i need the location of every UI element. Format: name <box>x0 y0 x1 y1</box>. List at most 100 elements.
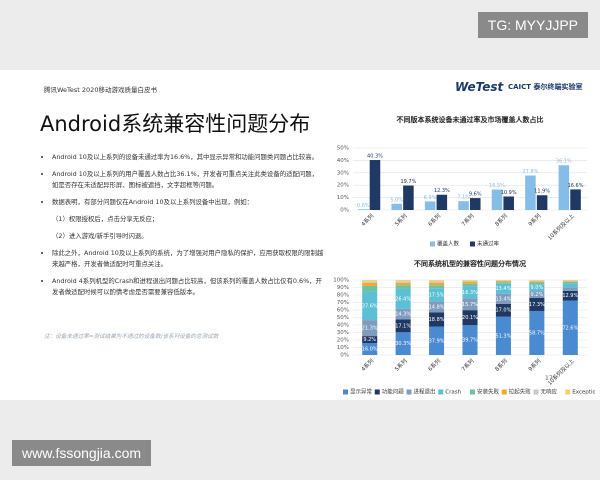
legend-swatch <box>438 389 444 395</box>
data-label: 17.1% <box>395 323 411 329</box>
bar-segment <box>529 281 545 283</box>
y-tick-label: 70% <box>337 300 349 306</box>
bar-segment <box>495 281 511 283</box>
y-tick-label: 10% <box>337 345 349 351</box>
bar-segment <box>362 280 378 282</box>
bar-segment <box>362 281 378 283</box>
bar-segment <box>429 280 445 282</box>
y-tick-label: 20% <box>337 338 349 344</box>
y-tick-label: 90% <box>337 285 349 291</box>
data-label: 14.8% <box>429 304 445 310</box>
header-text: 腾讯WeTest 2020移动游戏质量白皮书 <box>44 86 157 94</box>
bar-segment <box>562 281 578 282</box>
bar-segment <box>429 281 445 283</box>
bar-segment <box>395 282 411 286</box>
charts: 不同版本系统设备未通过率及市场覆盖人数占比0%10%20%30%40%50%4系… <box>333 115 595 396</box>
bar-segment <box>529 291 545 298</box>
bar <box>403 185 414 210</box>
x-tick-label: 7系列 <box>460 211 476 227</box>
data-label: 11.9% <box>534 189 550 195</box>
x-tick-label: 9系列 <box>526 211 542 227</box>
bar-segment <box>429 285 445 289</box>
bar-segment <box>429 326 445 355</box>
data-label: 39.7% <box>462 338 478 344</box>
data-label: 13.4% <box>495 286 511 292</box>
y-tick-label: 0% <box>340 208 349 214</box>
y-tick-label: 40% <box>337 323 349 329</box>
y-tick-label: 0% <box>340 353 349 359</box>
bar-segment <box>395 285 411 289</box>
data-label: 7.1% <box>457 195 470 201</box>
bar-segment <box>529 280 545 282</box>
y-tick-label: 50% <box>337 146 349 152</box>
data-label: 12.3% <box>434 188 450 194</box>
bar <box>491 189 503 210</box>
bar-segment <box>562 280 578 282</box>
bar-segment <box>362 291 378 321</box>
bar <box>458 201 469 210</box>
bar-segment <box>462 282 478 284</box>
bar-segment <box>462 298 478 311</box>
y-tick-label: 30% <box>337 330 349 336</box>
bar-segment <box>562 280 578 281</box>
data-label: 16.3% <box>462 290 478 296</box>
bar <box>536 195 548 210</box>
data-label: 9.6% <box>469 192 482 198</box>
bar-segment <box>462 283 478 287</box>
legend-label: 无响应 <box>541 388 558 396</box>
legend-swatch <box>533 389 539 395</box>
bar-segment <box>562 300 578 355</box>
data-label: 9.2% <box>531 292 544 298</box>
bar-segment <box>495 316 511 355</box>
slide-title: Android系统兼容性问题分布 <box>40 112 311 136</box>
bar-segment <box>362 336 378 343</box>
data-label: 19.7% <box>400 179 416 185</box>
legend-swatch <box>565 389 571 395</box>
legend-label: 进程退出 <box>414 388 436 396</box>
data-label: 17.5% <box>429 292 445 298</box>
bar <box>570 189 581 210</box>
note: 注：设备未通过率=测试结果为不通过的设备数/该系列设备的总测试数 <box>44 334 219 340</box>
data-label: 0.6% <box>357 203 370 209</box>
legend-label: Exception <box>572 390 595 396</box>
legend-swatch <box>374 389 380 395</box>
watermark: www.fssongjia.com <box>12 440 152 466</box>
data-label: 40.3% <box>367 154 383 160</box>
bar-segment <box>462 310 478 326</box>
x-tick-label: 8系列 <box>493 356 509 372</box>
bar <box>424 201 436 210</box>
data-label: 36.1% <box>556 159 572 165</box>
data-label: 15.7% <box>462 302 478 308</box>
x-tick-label: 5系列 <box>393 211 409 227</box>
data-label: 5.0% <box>390 197 403 203</box>
legend-label: 安装失败 <box>477 388 500 396</box>
data-label: 6.9% <box>424 195 437 201</box>
x-tick-label: 8系列 <box>493 211 509 227</box>
y-tick-label: 60% <box>337 308 349 314</box>
bar-segment <box>529 298 545 311</box>
bar-segment <box>462 280 478 283</box>
bar <box>558 165 570 210</box>
legend-swatch <box>470 389 475 395</box>
bar-segment <box>562 283 578 288</box>
x-tick-label: 10系列及以上 <box>546 356 576 386</box>
legend-swatch <box>343 389 348 395</box>
bar-segment <box>495 282 511 284</box>
bullet: 数据表明，有部分问题仅在Android 10及以上系列设备中出现，例如： <box>52 197 324 208</box>
bar-segment <box>362 282 378 286</box>
legend-label: 功能问题 <box>382 388 405 396</box>
bar-segment <box>362 285 378 292</box>
x-tick-label: 6系列 <box>426 211 442 227</box>
x-tick-label: 10系列及以上 <box>546 211 576 241</box>
bar-segment <box>395 280 411 282</box>
bar-segment <box>429 283 445 286</box>
x-tick-label: 4系列 <box>359 211 375 227</box>
bar-segment <box>395 332 411 355</box>
bar-segment <box>495 283 511 294</box>
x-tick-label: 9系列 <box>526 356 542 372</box>
data-label: 26.4% <box>395 296 411 302</box>
bar <box>391 203 402 210</box>
legend-label: 显示异常 <box>350 388 373 396</box>
bar-segment <box>562 290 578 301</box>
data-label: 9.0% <box>531 285 544 291</box>
